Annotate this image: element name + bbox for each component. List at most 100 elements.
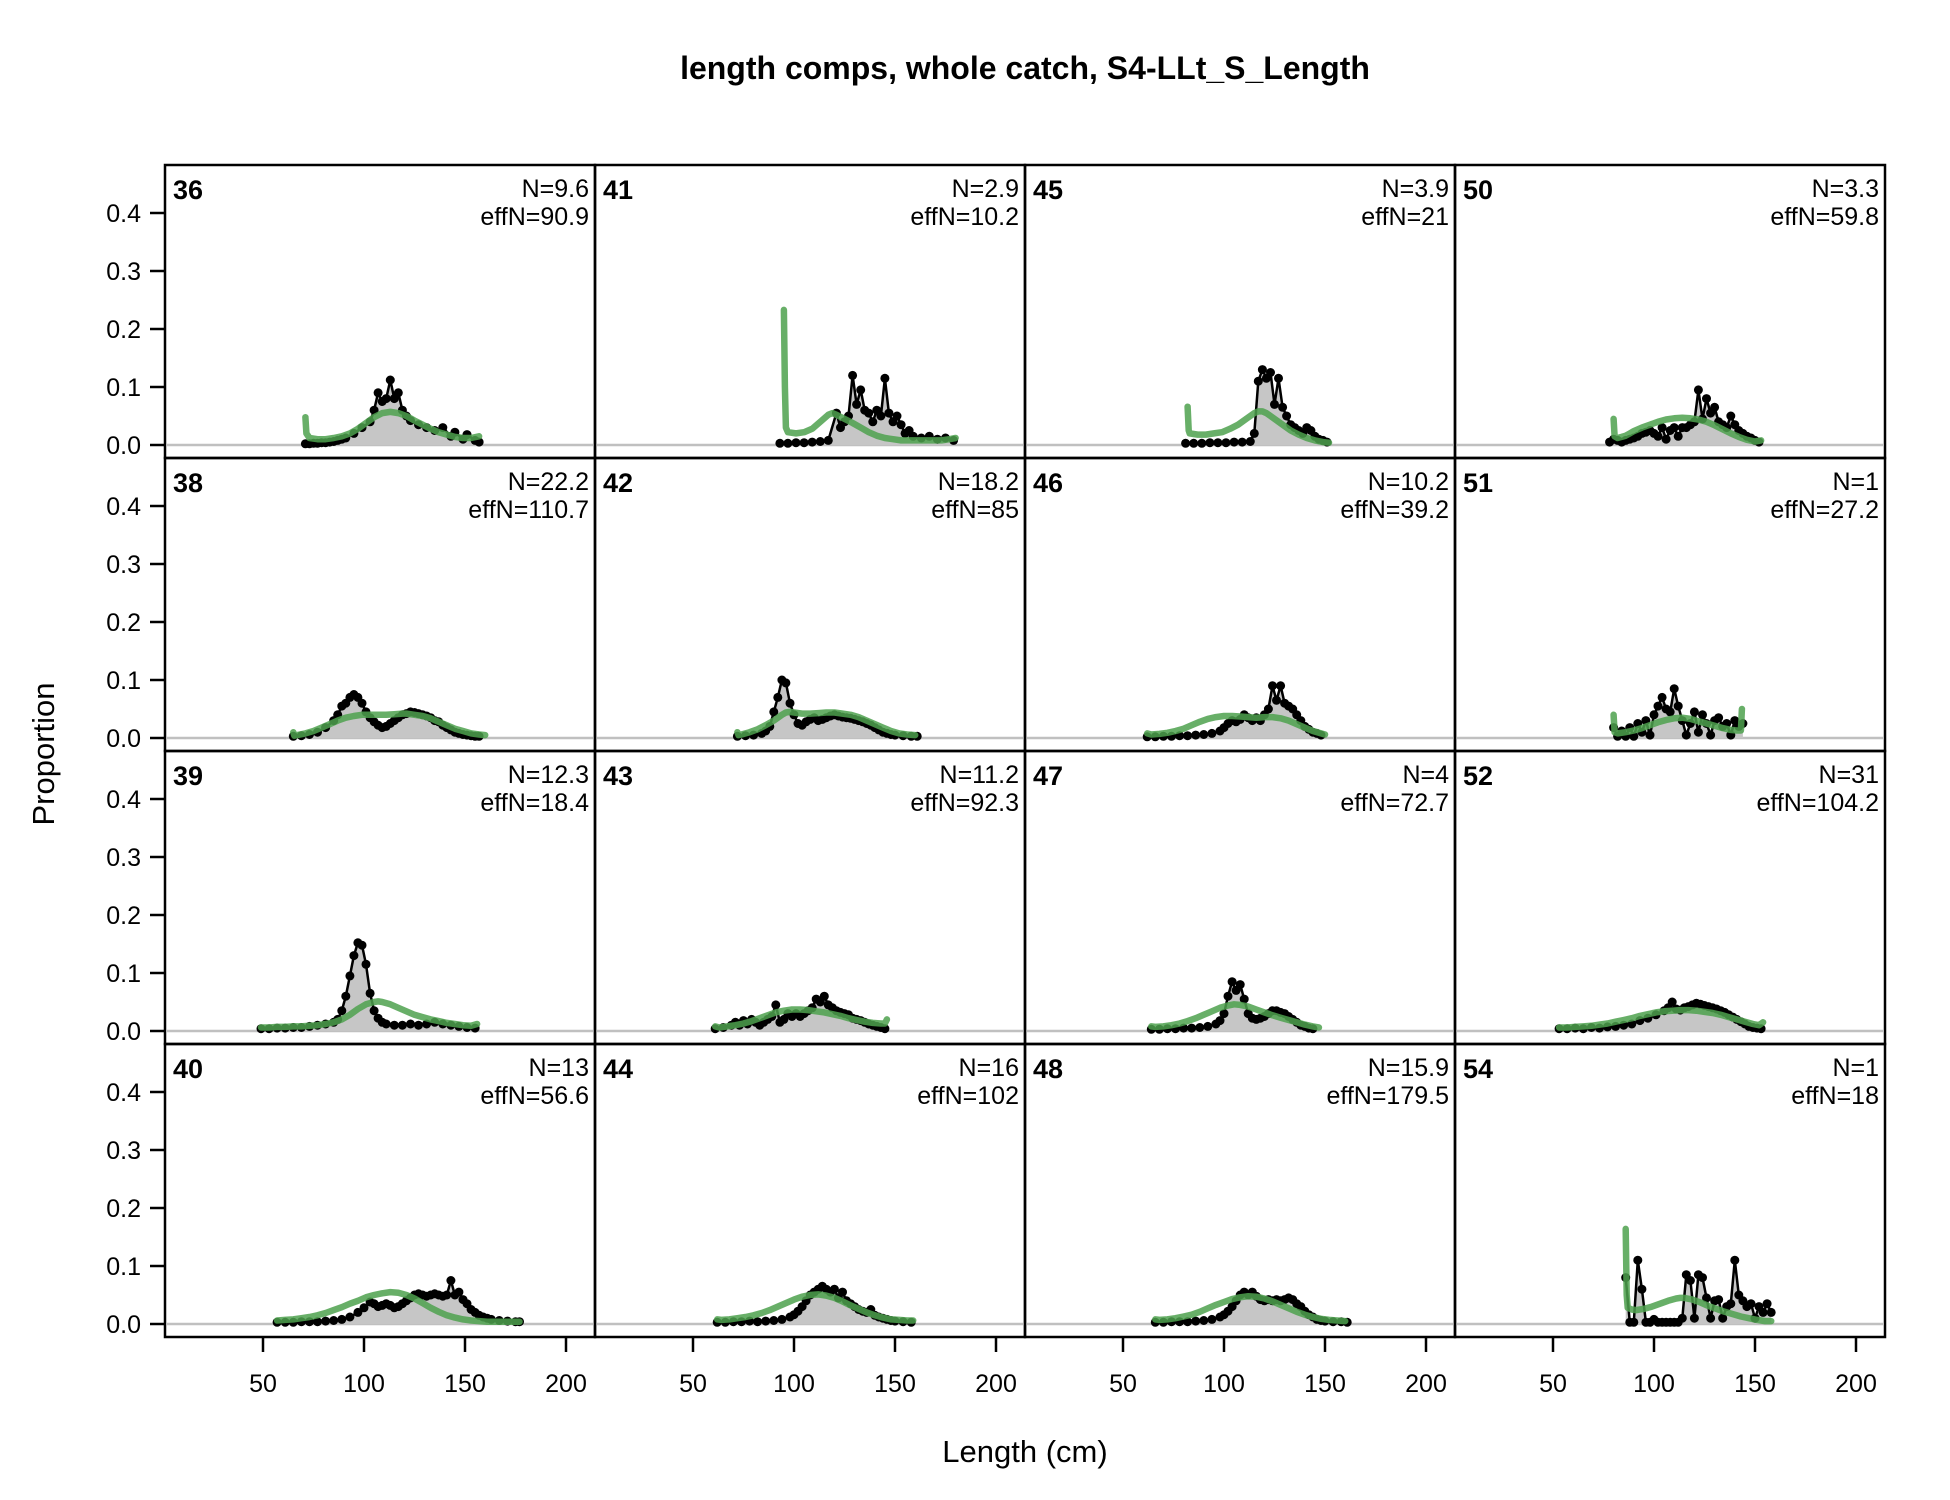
y-tick-label: 0.0 — [106, 432, 141, 460]
panel-n-label: N=1 — [1832, 1054, 1879, 1082]
panel-border — [1453, 1042, 1887, 1339]
panel-n-label: N=1 — [1832, 468, 1879, 496]
observed-point — [1661, 434, 1671, 444]
panel-n-label: N=10.2 — [1368, 468, 1449, 496]
x-tick-label: 100 — [1203, 1370, 1245, 1398]
observed-point — [1746, 1299, 1756, 1309]
observed-point — [1681, 730, 1691, 740]
observed-point — [1726, 411, 1736, 421]
observed-point — [1219, 1009, 1229, 1019]
observed-point — [446, 1276, 456, 1285]
y-tick-label: 0.3 — [106, 551, 141, 579]
observed-point — [329, 1316, 339, 1325]
observed-point — [1706, 1313, 1716, 1323]
observed-point — [1689, 1313, 1699, 1323]
observed-point — [1667, 997, 1677, 1007]
observed-point — [373, 388, 383, 398]
observed-point — [1205, 438, 1215, 448]
observed-point — [753, 1317, 763, 1327]
observed-fill — [277, 1280, 520, 1324]
observed-point — [1718, 1313, 1728, 1323]
observed-point — [345, 971, 355, 981]
y-tick-label: 0.4 — [106, 786, 141, 814]
observed-point — [1245, 437, 1255, 446]
x-tick-label: 150 — [1304, 1370, 1346, 1398]
expected-line — [257, 998, 481, 1031]
panel-year-label: 42 — [603, 468, 633, 498]
observed-point — [856, 385, 866, 395]
y-tick-label: 0.2 — [106, 902, 141, 930]
panel-year-label: 47 — [1033, 761, 1063, 791]
panel-effn-label: effN=18.4 — [480, 789, 589, 817]
panel-n-label: N=13 — [529, 1054, 589, 1082]
panel-effn-label: effN=21 — [1361, 203, 1449, 231]
observed-point — [1239, 994, 1249, 1004]
observed-point — [771, 1000, 781, 1010]
observed-fill — [1625, 1260, 1772, 1324]
x-tick-label: 100 — [1633, 1370, 1675, 1398]
observed-point — [1270, 399, 1279, 409]
observed-point — [1203, 1021, 1213, 1031]
panel-n-label: N=18.2 — [938, 468, 1019, 496]
observed-point — [1276, 681, 1286, 691]
observed-point — [1689, 707, 1699, 717]
expected-line — [273, 1288, 523, 1325]
observed-point — [1195, 1023, 1205, 1032]
x-tick-label: 50 — [249, 1370, 277, 1398]
panel-effn-label: effN=179.5 — [1326, 1082, 1449, 1110]
observed-point — [357, 940, 367, 950]
observed-point — [775, 438, 785, 448]
panel-n-label: N=2.9 — [952, 175, 1019, 203]
observed-point — [1199, 1316, 1209, 1325]
observed-point — [1197, 438, 1207, 448]
observed-point — [880, 373, 890, 383]
y-tick-label: 0.2 — [106, 609, 141, 637]
observed-point — [341, 991, 351, 1001]
observed-point — [365, 988, 375, 998]
y-tick-label: 0.3 — [106, 258, 141, 286]
observed-point — [799, 438, 809, 448]
panel-year-label: 38 — [173, 468, 203, 498]
observed-point — [896, 420, 906, 430]
panel-effn-label: effN=92.3 — [910, 789, 1019, 817]
expected-line — [290, 710, 489, 739]
x-tick-label: 200 — [545, 1370, 587, 1398]
expected-line — [1152, 1292, 1349, 1325]
observed-point — [1693, 385, 1703, 395]
observed-point — [1207, 1314, 1217, 1324]
observed-point — [1183, 731, 1193, 741]
panel-year-label: 51 — [1463, 468, 1493, 498]
observed-point — [1215, 1016, 1225, 1026]
observed-point — [385, 375, 395, 385]
observed-fill — [715, 996, 885, 1031]
expected-line — [302, 408, 483, 443]
observed-point — [381, 1019, 391, 1029]
panel-effn-label: effN=18 — [1791, 1082, 1879, 1110]
observed-point — [1266, 368, 1275, 377]
y-tick-label: 0.0 — [106, 725, 141, 753]
observed-point — [876, 411, 886, 421]
observed-point — [1645, 730, 1655, 740]
observed-point — [1657, 692, 1667, 702]
observed-point — [1191, 1316, 1201, 1326]
observed-point — [337, 1314, 347, 1324]
panel-n-label: N=11.2 — [940, 761, 1019, 789]
expected-line — [734, 708, 919, 739]
observed-point — [1698, 710, 1707, 720]
panel-effn-label: effN=102 — [917, 1082, 1019, 1110]
observed-point — [1730, 1255, 1740, 1265]
observed-point — [1223, 991, 1233, 1001]
observed-point — [337, 1006, 347, 1016]
observed-point — [1268, 681, 1277, 691]
panel-year-label: 44 — [603, 1054, 633, 1084]
observed-point — [442, 1290, 452, 1300]
observed-point — [864, 408, 874, 418]
observed-point — [1702, 394, 1711, 404]
chart-title: length comps, whole catch, S4-LLt_S_Leng… — [680, 50, 1370, 86]
observed-point — [359, 1303, 369, 1313]
panel-effn-label: effN=59.8 — [1770, 203, 1879, 231]
observed-point — [884, 408, 894, 418]
observed-point — [773, 692, 783, 702]
panel-n-label: N=4 — [1402, 761, 1449, 789]
